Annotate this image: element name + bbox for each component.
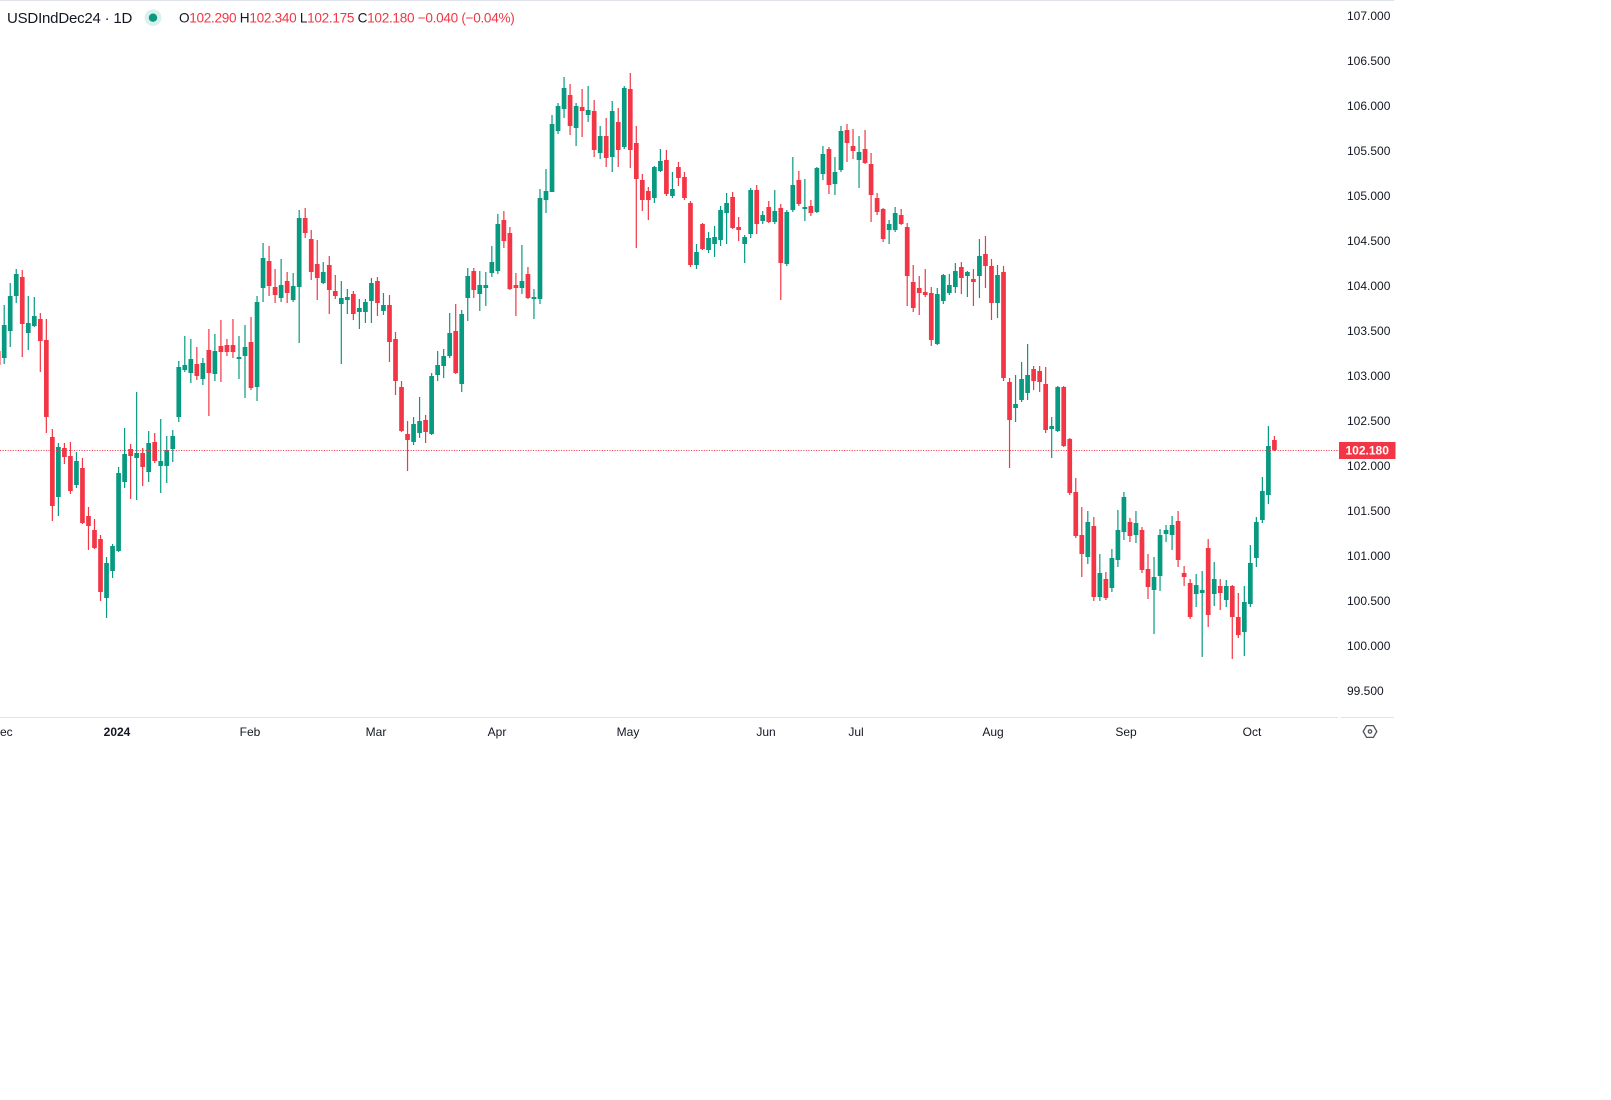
svg-text:Feb: Feb <box>240 725 261 739</box>
svg-text:104.500: 104.500 <box>1347 234 1391 248</box>
svg-text:102.180: 102.180 <box>1346 444 1390 458</box>
svg-text:Mar: Mar <box>366 725 387 739</box>
svg-text:Aug: Aug <box>982 725 1003 739</box>
svg-text:Jun: Jun <box>756 725 775 739</box>
svg-text:Apr: Apr <box>488 725 507 739</box>
svg-text:Dec: Dec <box>0 725 13 739</box>
svg-text:May: May <box>617 725 640 739</box>
svg-text:103.500: 103.500 <box>1347 324 1391 338</box>
svg-text:2024: 2024 <box>104 725 131 739</box>
svg-text:99.500: 99.500 <box>1347 684 1384 698</box>
svg-text:104.000: 104.000 <box>1347 279 1391 293</box>
svg-text:101.000: 101.000 <box>1347 549 1391 563</box>
svg-text:O102.290 H102.340 L102.175: O102.290 H102.340 L102.175 C102.180 −0.0… <box>179 11 514 26</box>
svg-text:102.500: 102.500 <box>1347 414 1391 428</box>
svg-text:100.500: 100.500 <box>1347 594 1391 608</box>
svg-text:Oct: Oct <box>1243 725 1262 739</box>
svg-text:101.500: 101.500 <box>1347 504 1391 518</box>
svg-text:106.000: 106.000 <box>1347 99 1391 113</box>
svg-text:106.500: 106.500 <box>1347 54 1391 68</box>
svg-text:105.000: 105.000 <box>1347 189 1391 203</box>
svg-text:102.000: 102.000 <box>1347 459 1391 473</box>
svg-text:103.000: 103.000 <box>1347 369 1391 383</box>
svg-text:107.000: 107.000 <box>1347 9 1391 23</box>
svg-text:100.000: 100.000 <box>1347 639 1391 653</box>
svg-text:USDIndDec24 · 1D: USDIndDec24 · 1D <box>7 10 133 27</box>
svg-text:Jul: Jul <box>848 725 863 739</box>
svg-text:105.500: 105.500 <box>1347 144 1391 158</box>
svg-text:Sep: Sep <box>1115 725 1137 739</box>
